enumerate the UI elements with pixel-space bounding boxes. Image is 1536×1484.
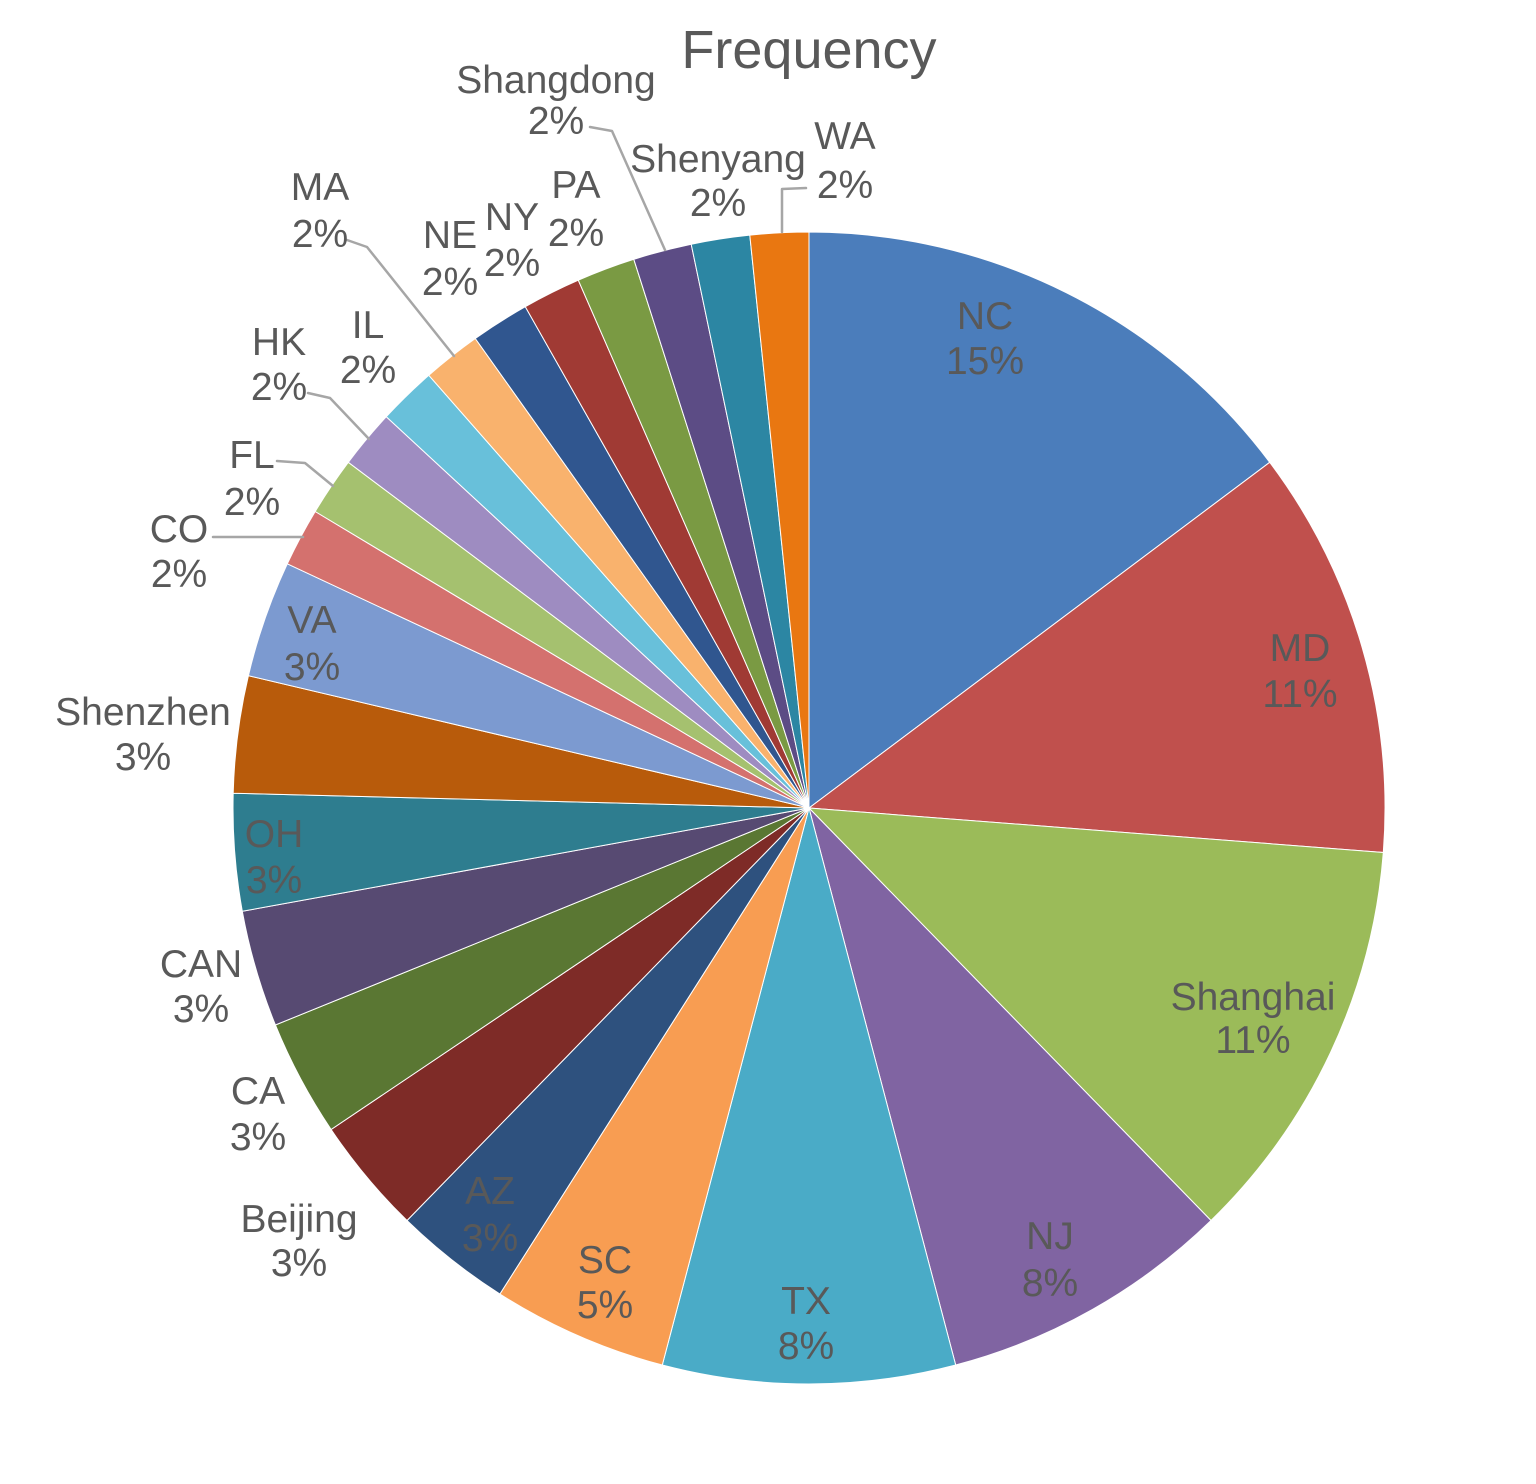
slice-percent-label-NC: 15% bbox=[946, 340, 1024, 383]
slice-percent-label-AZ: 3% bbox=[462, 1217, 518, 1260]
slice-percent-label-OH: 3% bbox=[246, 859, 302, 902]
slice-name-label-Shanghai: Shanghai bbox=[1171, 976, 1336, 1019]
slice-percent-label-Shanghai: 11% bbox=[1215, 1019, 1290, 1062]
slice-name-label-NC: NC bbox=[957, 295, 1013, 338]
pie-slice-TX bbox=[661, 806, 957, 1385]
slice-name-label-MD: MD bbox=[1270, 627, 1331, 670]
slice-percent-label-WA: 2% bbox=[817, 164, 873, 207]
slice-percent-label-PA: 2% bbox=[548, 212, 604, 255]
slice-name-label-HK: HK bbox=[252, 321, 306, 364]
slice-name-label-CAN: CAN bbox=[160, 943, 242, 986]
slice-percent-label-HK: 2% bbox=[251, 366, 307, 409]
slice-name-label-PA: PA bbox=[551, 164, 600, 207]
pie-slice-Shanghai bbox=[807, 807, 1384, 1222]
pie-slice-NC bbox=[808, 231, 1271, 810]
slice-percent-label-NJ: 8% bbox=[1022, 1262, 1078, 1305]
slice-name-label-SC: SC bbox=[578, 1239, 632, 1282]
pie-slice-WA bbox=[749, 231, 810, 809]
slice-name-label-Shenzhen: Shenzhen bbox=[55, 691, 231, 734]
slice-name-label-WA: WA bbox=[814, 115, 875, 158]
pie-slice-NJ bbox=[808, 806, 1212, 1366]
slice-name-label-OH: OH bbox=[245, 813, 304, 856]
leader-line-HK bbox=[306, 391, 371, 441]
slice-labels-group: NC15%MD11%Shanghai11%NJ8%TX8%SC5%AZ3%Bei… bbox=[55, 59, 1337, 1368]
slice-name-label-Beijing: Beijing bbox=[240, 1198, 357, 1241]
leader-line-MA bbox=[345, 238, 456, 358]
slice-percent-label-SC: 5% bbox=[577, 1284, 633, 1327]
slice-percent-label-MD: 11% bbox=[1262, 673, 1337, 716]
slice-name-label-NJ: NJ bbox=[1026, 1215, 1074, 1258]
slice-percent-label-Shangdong: 2% bbox=[528, 100, 584, 143]
slice-percent-label-VA: 3% bbox=[284, 646, 340, 689]
slice-name-label-Shenyang: Shenyang bbox=[630, 138, 806, 181]
slice-percent-label-CO: 2% bbox=[151, 553, 207, 596]
slice-percent-label-CAN: 3% bbox=[173, 988, 229, 1031]
slice-percent-label-Shenzhen: 3% bbox=[115, 736, 171, 779]
leader-line-Shangdong bbox=[588, 125, 667, 252]
leader-lines-group bbox=[211, 125, 808, 539]
leader-line-WA bbox=[780, 186, 808, 234]
slice-percent-label-Shenyang: 2% bbox=[690, 182, 746, 225]
slice-name-label-NE: NE bbox=[423, 214, 477, 257]
pie-slice-MD bbox=[807, 461, 1386, 854]
slice-name-label-IL: IL bbox=[352, 304, 385, 347]
slice-percent-label-TX: 8% bbox=[778, 1325, 834, 1368]
slice-name-label-Shangdong: Shangdong bbox=[456, 59, 656, 102]
slice-percent-label-FL: 2% bbox=[224, 481, 280, 524]
slice-name-label-CO: CO bbox=[150, 508, 209, 551]
slice-percent-label-NY: 2% bbox=[484, 242, 540, 285]
slice-name-label-TX: TX bbox=[781, 1280, 831, 1323]
slice-name-label-NY: NY bbox=[485, 196, 539, 239]
leader-line-FL bbox=[275, 459, 335, 488]
slice-percent-label-MA: 2% bbox=[292, 213, 348, 256]
slice-percent-label-IL: 2% bbox=[340, 349, 396, 392]
slice-name-label-CA: CA bbox=[231, 1070, 285, 1113]
slice-percent-label-Beijing: 3% bbox=[271, 1242, 327, 1285]
slice-name-label-FL: FL bbox=[229, 434, 275, 477]
slice-name-label-VA: VA bbox=[287, 599, 336, 642]
slice-name-label-MA: MA bbox=[291, 166, 350, 209]
slice-percent-label-CA: 3% bbox=[230, 1116, 286, 1159]
chart-title: Frequency bbox=[681, 20, 936, 80]
pie-slices-group bbox=[232, 231, 1386, 1385]
slice-percent-label-NE: 2% bbox=[422, 261, 478, 304]
slice-name-label-AZ: AZ bbox=[465, 1170, 515, 1213]
pie-slice-SC bbox=[499, 807, 810, 1366]
